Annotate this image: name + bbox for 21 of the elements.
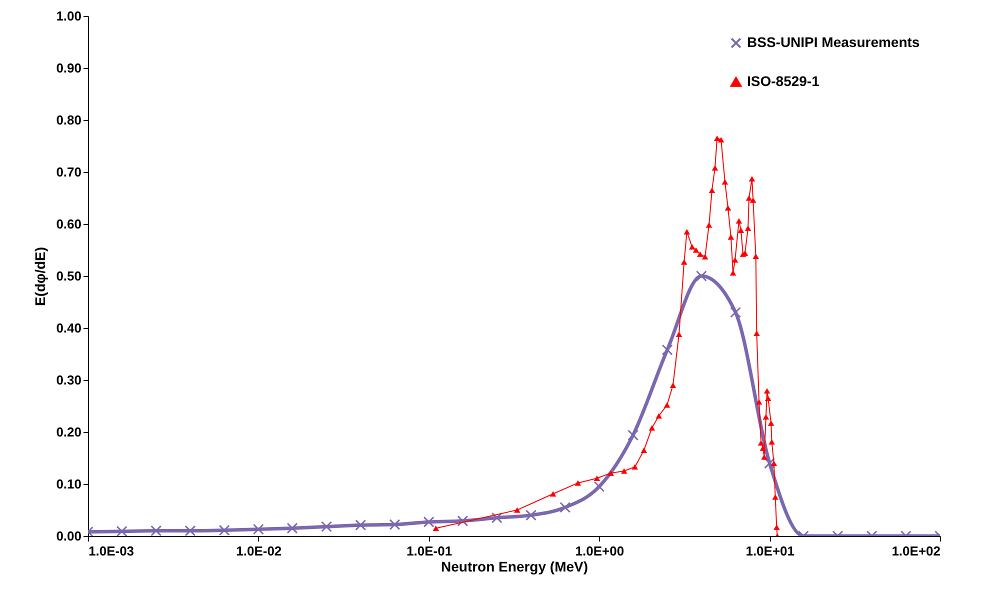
y-tick-label: 0.20: [56, 424, 82, 440]
x-tick-label: 1.0E-03: [88, 544, 134, 558]
x-tick-label: 1.0E-01: [406, 544, 452, 558]
y-tick-label: 0.00: [56, 528, 82, 544]
x-tick-label: 1.0E+01: [746, 544, 794, 558]
y-tick-label: 0.90: [56, 60, 82, 76]
y-tick-label: 0.60: [56, 216, 82, 232]
y-tick-label: 0.40: [56, 320, 82, 336]
x-tick-label: 1.0E+02: [892, 544, 940, 558]
legend-label: BSS-UNIPI Measurements: [747, 34, 920, 50]
y-tick-label: 0.80: [56, 112, 82, 128]
x-tick-label: 1.0E+00: [575, 544, 624, 558]
x-axis-title: Neutron Energy (MeV): [440, 558, 588, 574]
y-tick-label: 1.00: [56, 8, 82, 24]
y-tick-label: 0.30: [56, 372, 82, 388]
y-tick-label: 0.10: [56, 476, 82, 492]
y-tick-label: 0.50: [56, 268, 82, 284]
x-tick-label: 1.0E-02: [236, 544, 282, 558]
y-tick-label: 0.70: [56, 164, 82, 180]
y-axis-title: E(dφ/dE): [32, 246, 48, 306]
legend-label: ISO-8529-1: [747, 73, 820, 89]
